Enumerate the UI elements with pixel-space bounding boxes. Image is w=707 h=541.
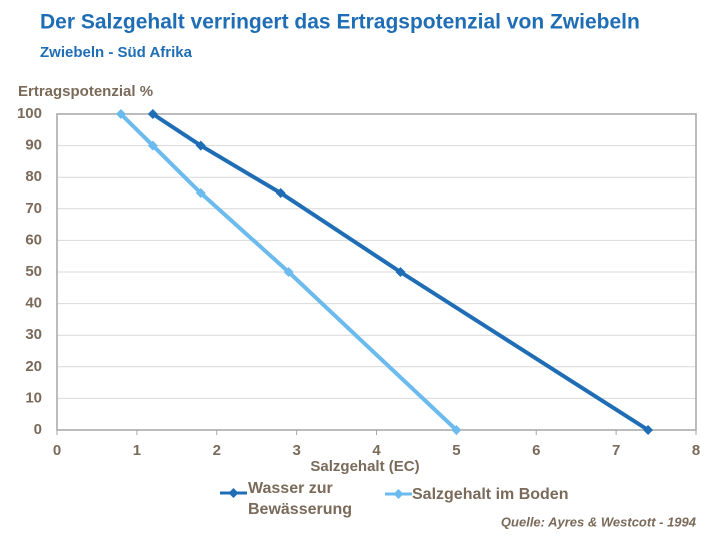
y-tick-label: 100 (17, 105, 42, 122)
x-tick-label: 1 (133, 442, 141, 459)
x-tick-label: 4 (372, 442, 381, 459)
y-tick-label: 90 (25, 137, 42, 154)
x-axis-label: Salzgehalt (EC) (310, 458, 419, 475)
y-tick-label: 20 (25, 358, 42, 375)
data-point (147, 109, 158, 119)
x-tick-label: 8 (692, 442, 700, 459)
chart-subtitle: Zwiebeln - Süd Afrika (40, 44, 193, 61)
y-tick-label: 30 (25, 326, 42, 343)
data-point (275, 188, 286, 198)
x-tick-label: 0 (53, 442, 61, 459)
x-tick-label: 5 (452, 442, 460, 459)
legend-label: Wasser zur Bewässerung (248, 480, 353, 518)
data-point (283, 267, 294, 277)
y-tick-label: 10 (25, 389, 42, 406)
data-point (395, 267, 406, 277)
y-tick-label: 0 (34, 421, 42, 438)
y-tick-label: 70 (25, 200, 42, 217)
source: Quelle: Ayres & Westcott - 1994 (501, 514, 697, 529)
y-tick-label: 50 (25, 263, 42, 280)
chart-title: Der Salzgehalt verringert das Ertragspot… (40, 11, 640, 34)
data-point (115, 109, 126, 119)
data-point (195, 188, 206, 198)
data-point (451, 425, 462, 435)
legend-marker (228, 488, 239, 498)
data-point (147, 140, 158, 151)
legend-label: Salzgehalt im Boden (412, 486, 569, 503)
legend-marker (393, 489, 404, 499)
x-tick-label: 3 (292, 442, 300, 459)
x-tick-label: 7 (612, 442, 620, 459)
y-tick-label: 60 (25, 231, 42, 248)
data-point (643, 425, 654, 435)
y-tick-label: 40 (25, 295, 42, 312)
x-tick-label: 6 (532, 442, 540, 459)
data-point (195, 140, 206, 151)
x-tick-label: 2 (213, 442, 221, 459)
y-axis-label: Ertragspotenzial % (18, 83, 153, 100)
y-tick-label: 80 (25, 168, 42, 185)
